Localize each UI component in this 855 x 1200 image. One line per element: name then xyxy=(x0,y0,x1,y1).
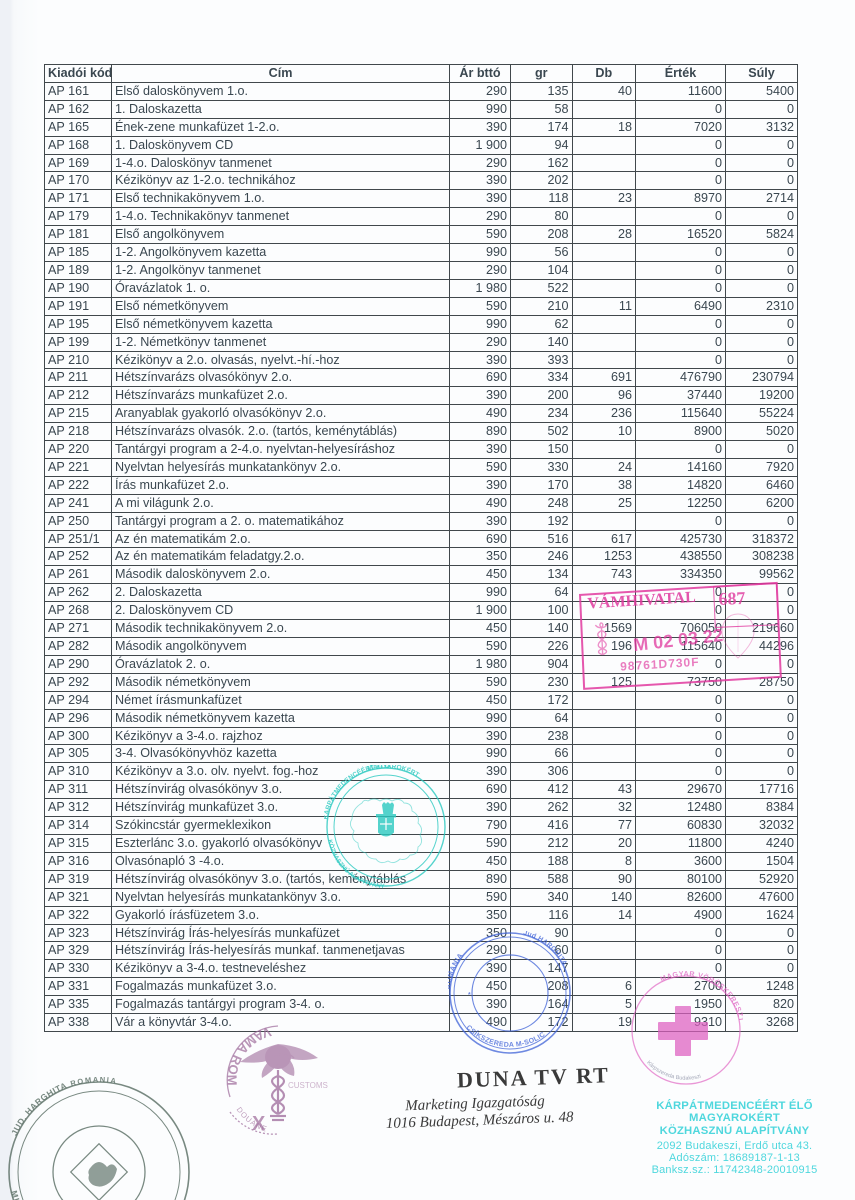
svg-text:MAGYAROKÉRT: MAGYAROKÉRT xyxy=(367,765,421,779)
svg-text:*: * xyxy=(468,992,471,999)
svg-text:CSÍKSZEREDA M-SOLIC: CSÍKSZEREDA M-SOLIC xyxy=(465,1024,547,1049)
svg-text:KÖZHASZNÚ ALAPÍTVÁNY: KÖZHASZNÚ ALAPÍTVÁNY xyxy=(326,839,386,890)
svg-text:MINISTERUL EDUCAŢIEI ŞI: MINISTERUL EDUCAŢIEI ŞI xyxy=(9,1189,111,1200)
svg-text:Kárpszereda Budakeszi: Kárpszereda Budakeszi xyxy=(645,1060,701,1082)
svg-text:X: X xyxy=(252,1113,266,1135)
svg-text:JUD. HARGHITA: JUD. HARGHITA xyxy=(9,1080,68,1137)
svg-text:KÁRPÁTMEDENCÉÉRT ÉLŐ: KÁRPÁTMEDENCÉÉRT ÉLŐ xyxy=(324,765,390,820)
svg-text:ROMANIA: ROMANIA xyxy=(69,1077,118,1088)
svg-text:CUSTOMS: CUSTOMS xyxy=(288,1081,328,1090)
svg-text:MAGYAR VÖRÖSKERESZT: MAGYAR VÖRÖSKERESZT xyxy=(659,969,743,1023)
